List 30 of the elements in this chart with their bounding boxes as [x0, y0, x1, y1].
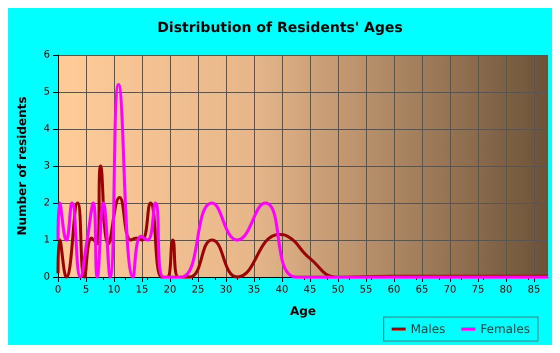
y-tick-label: 2 [44, 198, 50, 208]
x-tick-label: 20 [164, 284, 176, 296]
x-tick-label: 50 [332, 284, 344, 296]
x-tick-label: 75 [472, 284, 484, 296]
y-tick-label: 1 [44, 234, 50, 246]
y-tick-label: 3 [44, 160, 50, 172]
x-tick-label: 10 [108, 284, 120, 296]
x-tick-label: 60 [388, 284, 400, 296]
y-tick-label: 6 [44, 50, 50, 60]
x-tick-label: 35 [248, 284, 260, 296]
y-tick-label: 0 [44, 272, 50, 282]
legend-label: Females [480, 322, 530, 336]
y-tick-label: 5 [44, 86, 50, 98]
x-tick-label: 5 [82, 284, 90, 296]
x-tick-label: 25 [192, 284, 204, 296]
chart-title: Distribution of Residents' Ages [157, 20, 403, 36]
x-tick-label: 85 [528, 284, 540, 296]
y-tick-label: 4 [44, 124, 50, 134]
x-tick-label: 40 [276, 284, 288, 296]
y-axis-title: Number of residents [15, 96, 29, 236]
x-tick-label: 15 [136, 284, 148, 296]
x-axis-title: Age [290, 304, 316, 318]
x-tick-label: 80 [500, 284, 512, 296]
x-tick-label: 30 [220, 284, 232, 296]
x-tick-label: 45 [304, 284, 316, 296]
legend-label: Males [410, 322, 446, 336]
x-tick-label: 55 [360, 284, 372, 296]
x-tick-label: 65 [416, 284, 428, 296]
x-tick-label: 70 [444, 284, 456, 296]
x-tick-label: 0 [54, 284, 62, 296]
